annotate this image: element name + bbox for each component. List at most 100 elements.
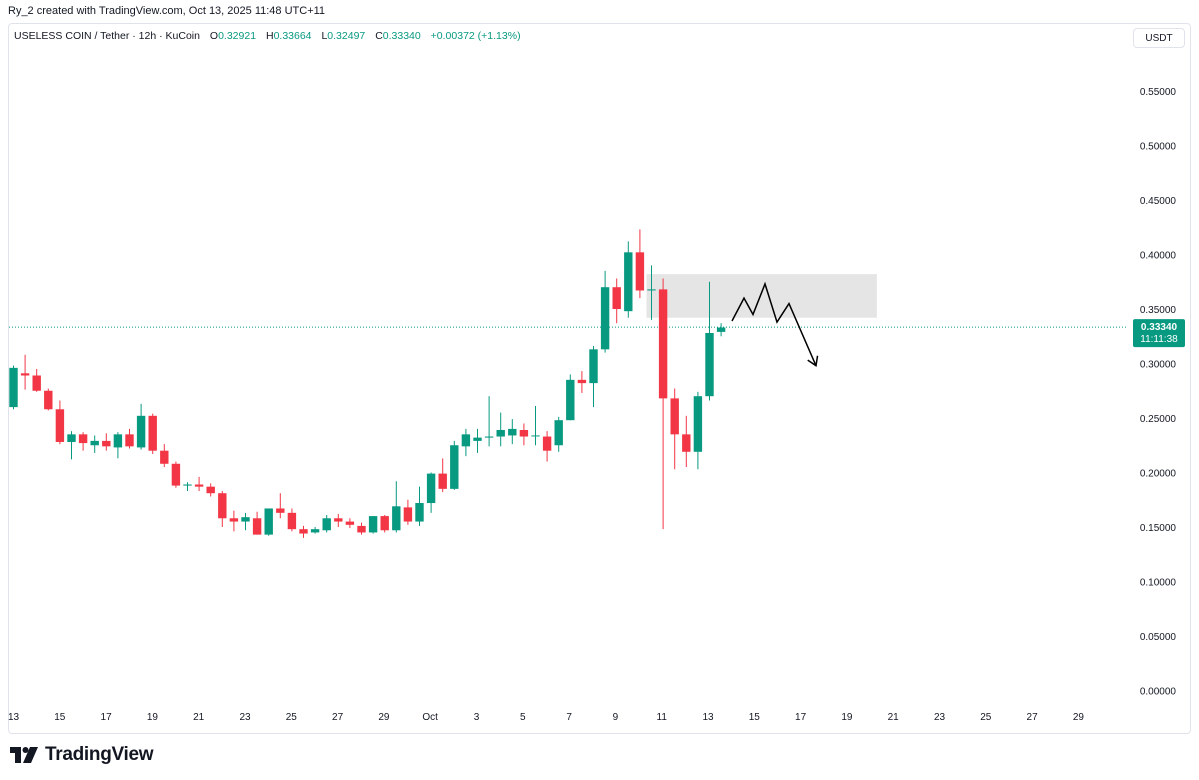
candle xyxy=(380,515,389,533)
candle xyxy=(635,229,645,299)
candles-layer xyxy=(9,229,726,538)
price-tick-label: 0.55000 xyxy=(1140,87,1177,98)
time-tick-label: 21 xyxy=(888,712,900,723)
candle xyxy=(229,510,239,532)
symbol-title[interactable]: USELESS COIN / Tether · 12h · KuCoin xyxy=(14,30,200,42)
candle-body xyxy=(577,379,587,384)
candle xyxy=(542,431,552,462)
price-tick-label: 0.30000 xyxy=(1140,360,1177,371)
candle-body xyxy=(450,445,459,489)
candle xyxy=(612,278,621,324)
candle xyxy=(508,419,517,445)
candle xyxy=(67,431,76,460)
candle-body xyxy=(380,516,389,531)
last-price-badge xyxy=(1133,319,1185,348)
candle-body xyxy=(194,484,204,487)
candle-body xyxy=(9,367,18,408)
time-tick-label: 11 xyxy=(657,712,668,723)
time-tick-label: 5 xyxy=(520,712,526,723)
time-tick-label: 13 xyxy=(702,712,714,723)
candle-body xyxy=(310,529,320,533)
candle xyxy=(32,368,41,392)
candle-body xyxy=(635,252,645,291)
candle xyxy=(310,527,320,534)
chart-frame xyxy=(8,23,1191,734)
close-value: 0.33340 xyxy=(382,30,421,42)
candle-body xyxy=(148,415,157,451)
tradingview-logo[interactable]: TradingView xyxy=(10,744,154,766)
time-tick-label: 9 xyxy=(613,712,619,723)
candle xyxy=(44,388,53,411)
candle-body xyxy=(171,463,181,486)
candle xyxy=(160,444,169,468)
candle-body xyxy=(716,327,726,332)
candle xyxy=(206,483,215,497)
projected-path-line xyxy=(731,281,817,366)
candle-body xyxy=(229,518,239,522)
time-tick-label: 13 xyxy=(8,712,20,723)
low-value: 0.32497 xyxy=(327,30,366,42)
candle-body xyxy=(415,503,424,522)
candle-body xyxy=(125,434,134,447)
symbol-legend: USELESS COIN / Tether · 12h · KuCoin O 0.… xyxy=(14,30,521,42)
low-label: L xyxy=(321,30,328,42)
candle-body xyxy=(44,390,53,410)
time-tick-label: 19 xyxy=(841,712,853,723)
candle-body xyxy=(519,429,529,437)
price-tick-label: 0.20000 xyxy=(1140,469,1177,480)
candle xyxy=(334,513,343,527)
candle xyxy=(9,365,18,410)
price-tick-label: 0.35000 xyxy=(1140,305,1177,316)
time-tick-label: 19 xyxy=(147,712,159,723)
candle-body xyxy=(542,436,552,451)
candle xyxy=(496,412,505,447)
price-tick-label: 0.50000 xyxy=(1140,142,1177,153)
candle xyxy=(531,406,540,446)
candle xyxy=(450,440,459,490)
candle xyxy=(136,403,146,450)
candle-body xyxy=(496,429,505,437)
candle xyxy=(276,493,285,519)
candle xyxy=(392,481,401,533)
candle xyxy=(78,432,88,451)
candle-body xyxy=(554,420,563,446)
candle xyxy=(426,472,436,513)
candle-body xyxy=(67,434,76,442)
candle xyxy=(148,413,157,454)
candle-body xyxy=(693,396,703,452)
candle xyxy=(345,518,355,529)
candle-body xyxy=(78,434,88,444)
candle-body xyxy=(183,484,192,486)
price-axis: 0.55000 0.50000 0.45000 0.40000 0.35000 0.300… xyxy=(1133,87,1185,698)
candle xyxy=(693,391,703,470)
high-value: 0.33664 xyxy=(273,30,312,42)
close-label: C xyxy=(375,30,383,42)
time-tick-label: 29 xyxy=(1073,712,1085,723)
candle xyxy=(473,428,482,453)
candle xyxy=(299,525,308,538)
open-label: O xyxy=(209,30,219,42)
candle-body xyxy=(113,434,123,448)
candle xyxy=(403,499,413,525)
candle-body xyxy=(612,287,621,309)
candle-body xyxy=(334,518,343,522)
candle-body xyxy=(403,507,413,522)
candle xyxy=(322,515,331,533)
price-tick-label: 0.00000 xyxy=(1140,687,1177,698)
candle xyxy=(589,346,598,408)
time-tick-label: 15 xyxy=(749,712,761,723)
candle xyxy=(113,432,123,459)
candle xyxy=(415,486,424,526)
currency-button[interactable]: USDT xyxy=(1133,28,1185,48)
change-value: +0.00372 (+1.13%) xyxy=(430,30,521,42)
candle-body xyxy=(589,349,598,384)
projected-path-arrowhead xyxy=(807,355,819,367)
candle xyxy=(716,323,726,337)
candle-body xyxy=(136,415,146,448)
candle-body xyxy=(206,486,215,494)
candle xyxy=(102,433,111,451)
time-tick-label: 7 xyxy=(566,712,572,723)
candle xyxy=(484,396,494,447)
candle-body xyxy=(276,508,285,513)
